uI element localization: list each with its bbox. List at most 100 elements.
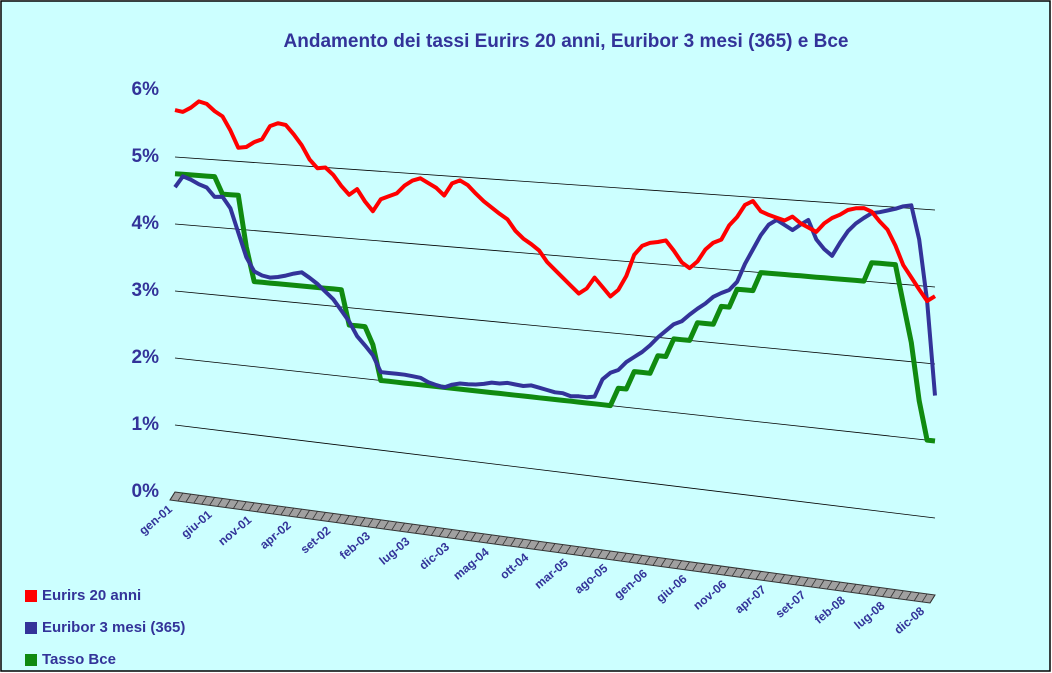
y-tick-label: 3%: [132, 280, 160, 301]
floor-tick: [700, 563, 706, 573]
floor-tick: [549, 543, 556, 552]
legend-swatch: [25, 622, 37, 634]
floor-tick: [320, 512, 326, 521]
floor-tick: [834, 581, 841, 591]
floor-tick: [304, 510, 310, 519]
floor-tick: [747, 570, 754, 579]
floor-tick: [486, 534, 493, 544]
floor-tick: [874, 587, 880, 596]
floor-tick: [636, 555, 643, 564]
floor-tick: [707, 564, 714, 574]
floor-tick: [779, 574, 785, 583]
floor-tick: [517, 538, 524, 548]
floor-tick: [533, 541, 540, 550]
floor-tick: [399, 522, 405, 532]
floor-tick: [359, 517, 366, 526]
floor-tick: [668, 559, 675, 568]
floor: [169, 491, 936, 604]
y-tick-label: 2%: [132, 347, 160, 368]
floor-tick: [913, 592, 920, 602]
floor-tick: [288, 507, 295, 517]
floor-tick: [391, 521, 398, 531]
floor-tick: [842, 582, 849, 592]
floor-tick: [296, 508, 303, 518]
floor-tick: [929, 594, 936, 604]
floor-tick: [478, 533, 485, 543]
floor-tick: [723, 566, 730, 576]
floor-tick: [217, 498, 223, 507]
floor-tick: [897, 590, 904, 599]
grid-line: [174, 424, 936, 519]
legend-label: Eurirs 20 anni: [42, 587, 141, 604]
floor-tick: [367, 518, 374, 528]
floor-tick: [565, 545, 572, 554]
floor-tick: [248, 502, 255, 511]
floor-tick: [225, 499, 231, 508]
floor-tick: [818, 579, 825, 589]
floor-tick: [312, 511, 318, 520]
legend-label: Tasso Bce: [42, 651, 116, 668]
line-series: [174, 99, 937, 303]
floor-tick: [684, 561, 690, 570]
floor-tick: [209, 497, 215, 506]
floor-tick: [620, 552, 627, 562]
floor-tick: [660, 558, 667, 567]
chart-title: Andamento dei tassi Eurirs 20 anni, Euri…: [284, 31, 849, 52]
floor-tick: [375, 519, 382, 529]
floor-tick: [383, 520, 390, 530]
floor-tick: [335, 514, 342, 523]
floor-tick: [882, 588, 888, 597]
floor-tick: [731, 567, 738, 577]
floor-tick: [589, 548, 595, 558]
legend-label: Euribor 3 mesi (365): [42, 619, 185, 636]
floor-tick: [715, 565, 722, 575]
floor-tick: [510, 537, 516, 547]
y-tick-label: 0%: [132, 481, 160, 502]
floor-tick: [581, 547, 588, 557]
floor-tick: [438, 528, 445, 537]
floor-tick: [890, 589, 896, 598]
y-tick-label: 6%: [132, 79, 160, 100]
floor-tick: [280, 506, 287, 516]
legend-swatch: [25, 590, 37, 602]
grid-line: [174, 290, 936, 365]
floor-tick: [454, 530, 461, 539]
floor-tick: [628, 554, 635, 563]
y-tick-label: 5%: [132, 146, 160, 167]
floor-tick: [605, 550, 611, 560]
floor-tick: [470, 532, 477, 541]
floor-tick: [771, 573, 778, 582]
floor-tick: [446, 529, 453, 538]
floor-tick: [169, 491, 176, 501]
floor-tick: [802, 577, 809, 587]
floor-tick: [343, 515, 350, 524]
floor-tick: [415, 525, 421, 534]
floor-tick: [232, 500, 239, 509]
floor-tick: [272, 505, 279, 515]
floor-tick: [502, 536, 508, 546]
floor-tick: [557, 544, 564, 553]
floor-tick: [407, 523, 413, 533]
floor-tick: [858, 585, 865, 594]
floor-tick: [795, 576, 801, 585]
floor-tick: [264, 504, 271, 514]
floor-tick: [327, 513, 334, 522]
floor-tick: [755, 571, 762, 580]
floor-tick: [541, 542, 548, 551]
floor-tick: [462, 531, 469, 540]
floor-tick: [256, 503, 263, 513]
floor-tick: [652, 557, 659, 566]
floor-tick: [644, 556, 651, 565]
line-series: [174, 171, 936, 444]
floor-tick: [201, 496, 208, 505]
floor-tick: [612, 551, 619, 561]
floor-tick: [763, 572, 770, 581]
floor-tick: [826, 580, 833, 590]
floor-tick: [177, 492, 184, 502]
floor-tick: [866, 586, 873, 595]
floor-tick: [525, 540, 532, 549]
grid-line: [174, 156, 936, 211]
y-tick-label: 1%: [132, 414, 160, 435]
